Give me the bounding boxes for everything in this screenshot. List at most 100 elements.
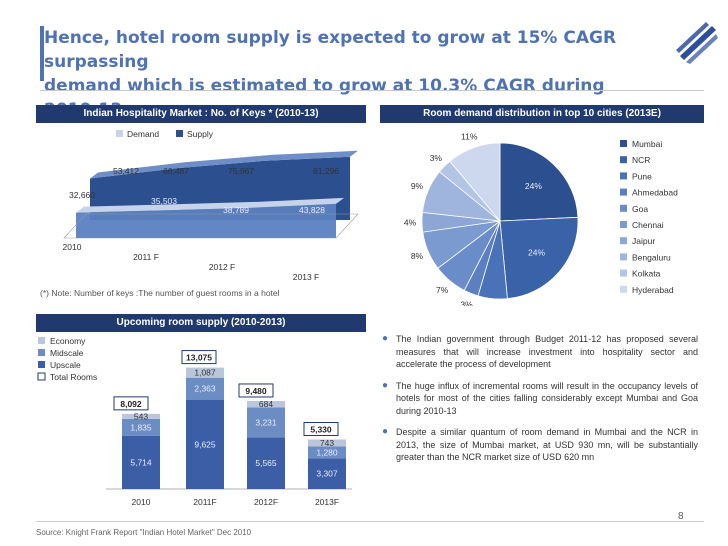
total-label-box (303, 422, 339, 437)
legend-label-ahmedabad: Ahmedabad (632, 188, 678, 198)
legend-swatch-chennai (620, 221, 627, 228)
bar-value-label: 3,231 (255, 417, 277, 427)
bullet-dot-icon: ● (382, 333, 389, 344)
demand-area-top (76, 197, 344, 213)
pie-slice-hyderabad (449, 142, 501, 223)
legend-label-upscale: Upscale (50, 360, 81, 370)
bar-value-label: 543 (134, 411, 148, 421)
bar-value-label: 2,363 (194, 384, 216, 394)
bar-segment-economy (186, 367, 224, 378)
legend-label-demand: Demand (127, 129, 159, 139)
pie-slice-ncr (499, 216, 579, 300)
total-value-label: 5,330 (310, 425, 332, 435)
legend-swatch-goa (620, 204, 627, 212)
bar-value-label: 743 (320, 438, 334, 448)
bar-value-label: 3,307 (316, 469, 338, 479)
keys-chart: Demand Supply 53,412 66,487 75,967 81,296 32,6… (63, 129, 359, 282)
pie-value-label: 3% (460, 300, 473, 306)
bullet-point-3: ● Despite a similar quantum of room dema… (382, 426, 698, 462)
pie-value-label: 9% (411, 181, 424, 191)
company-logo-icon (676, 22, 718, 64)
pie-value-label: 7% (436, 285, 449, 295)
bar-segment-midscale (122, 418, 160, 436)
x-axis-tick-label: 2013 F (293, 272, 319, 282)
bar-segment-upscale (308, 458, 346, 489)
legend-label-supply: Supply (187, 129, 214, 139)
bar-segment-upscale (247, 437, 285, 489)
pie-value-label: 8% (411, 251, 424, 261)
x-axis-tick-label: 2011F (193, 497, 216, 507)
x-axis-tick-label: 2013F (315, 497, 339, 507)
x-axis-tick-label: 2010 (132, 497, 151, 507)
bar-segment-midscale (247, 407, 285, 438)
legend-label-chennai: Chennai (632, 220, 664, 230)
legend-label-pune: Pune (632, 171, 652, 181)
pie-chart: 24%24%6%3%7%8%4%9%3%11%MumbaiNCRPuneAhme… (404, 131, 678, 306)
demand-value-label: 38,789 (223, 205, 249, 215)
bullet-dot-icon: ● (382, 379, 389, 391)
legend-swatch-hyderabad (620, 285, 627, 293)
bar-value-label: 9,625 (194, 439, 216, 449)
bullet-dot-icon: ● (382, 426, 389, 437)
supply-value-label: 81,296 (313, 166, 339, 176)
legend-swatch-bengaluru (620, 253, 627, 261)
total-value-label: 9,480 (245, 386, 267, 396)
legend-label-kolkata: Kolkata (632, 269, 661, 279)
supply-area-top (90, 150, 358, 179)
legend-label-hyderabad: Hyderabad (632, 285, 674, 295)
x-axis-tick-label: 2012 F (209, 262, 235, 272)
legend-label-total-rooms: Total Rooms (50, 372, 97, 382)
bullet-point-1: ● The Indian government through Budget 2… (382, 333, 698, 369)
pie-value-label: 24% (525, 181, 542, 191)
legend-label-economy: Economy (50, 336, 86, 346)
legend-label-jaipur: Jaipur (632, 236, 655, 246)
x-axis-tick-label: 2011 F (133, 252, 159, 262)
demand-area (76, 203, 336, 238)
legend-swatch-jaipur (620, 237, 627, 245)
keys-chart-note: (*) Note: Number of keys :The number of … (40, 288, 280, 298)
bar-value-label: 1,280 (316, 447, 338, 457)
bar-segment-upscale (186, 399, 224, 489)
pie-value-label: 4% (404, 217, 417, 227)
legend-label-midscale: Midscale (50, 348, 84, 358)
pie-chart-header: Room demand distribution in top 10 citie… (380, 105, 704, 123)
pie-value-label: 24% (528, 248, 545, 258)
legend-label-ncr: NCR (632, 155, 650, 165)
bar-value-label: 684 (259, 399, 273, 409)
legend-swatch-ahmedabad (620, 188, 627, 196)
title-divider (40, 90, 704, 91)
legend-label-bengaluru: Bengaluru (632, 252, 671, 262)
x-axis-tick-label: 2012F (254, 497, 278, 507)
legend-swatch-midscale (38, 349, 45, 356)
supply-value-label: 53,412 (113, 166, 139, 176)
bar-segment-midscale (186, 377, 224, 400)
bar-value-label: 5,714 (130, 457, 152, 467)
total-label-box (238, 383, 274, 398)
demand-value-label: 35,503 (151, 196, 177, 206)
pie-value-label: 11% (461, 131, 478, 141)
bar-segment-midscale (308, 446, 346, 459)
legend-label-goa: Goa (632, 204, 648, 214)
keys-chart-header: Indian Hospitality Market : No. of Keys … (36, 105, 366, 123)
legend-swatch-supply (176, 130, 183, 137)
bar-value-label: 5,565 (255, 458, 277, 468)
supply-bar-chart: Economy Midscale Upscale Total Rooms 5,714 1,… (37, 336, 352, 507)
pie-value-label: 3% (430, 153, 443, 163)
source-citation: Source: Knight Frank Report "Indian Hote… (36, 528, 252, 537)
bar-segment-economy (247, 400, 285, 408)
legend-swatch-pune (620, 172, 627, 180)
legend-swatch-total-rooms (37, 372, 46, 381)
total-label-box (181, 350, 217, 365)
bar-segment-economy (122, 413, 160, 419)
total-value-label: 8,092 (120, 399, 142, 409)
demand-value-label: 43,828 (299, 205, 325, 215)
legend-swatch-economy (38, 337, 45, 344)
chart-floor (63, 213, 359, 239)
bar-value-label: 1,087 (194, 368, 216, 378)
title-accent-bar (40, 26, 44, 81)
footer-divider (36, 521, 704, 522)
bar-segment-upscale (122, 435, 160, 489)
bar-value-label: 1,835 (130, 422, 152, 432)
legend-swatch-kolkata (620, 269, 627, 277)
supply-value-label: 66,487 (163, 166, 189, 176)
